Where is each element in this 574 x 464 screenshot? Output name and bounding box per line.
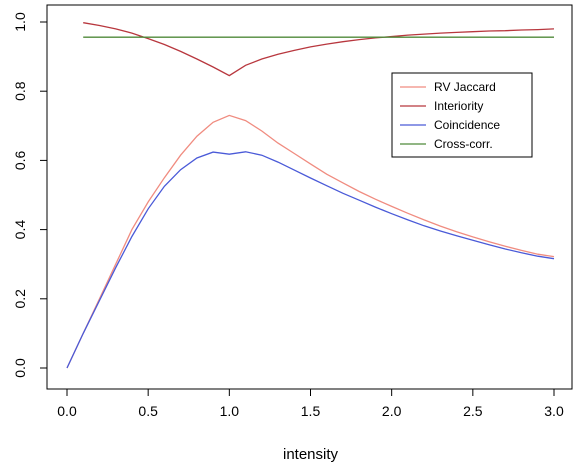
y-tick-label: 0.4 [12,220,28,240]
series-layer [66,22,555,369]
x-tick-label: 1.0 [220,403,240,419]
x-tick-label: 1.5 [301,403,321,419]
x-tick-label: 2.5 [463,403,483,419]
series-line-3 [66,151,555,369]
x-axis-title: intensity [283,446,339,463]
legend-label: Coincidence [434,118,500,132]
y-tick-label: 0.8 [12,81,28,101]
y-axis: 0.0 0.2 0.4 0.6 0.8 1.0 [12,12,48,378]
x-tick-label: 0.0 [57,403,77,419]
x-axis: 0.0 0.5 1.0 1.5 2.0 2.5 3.0 [57,388,564,419]
series-line-2 [83,22,555,77]
legend-label: Cross-corr. [434,137,493,151]
legend-box [391,72,533,158]
series-line-1 [66,114,555,369]
legend-label: RV Jaccard [434,80,496,94]
legend: RV Jaccard Interiority Coincidence Cross-co… [391,72,533,158]
y-tick-label: 1.0 [12,12,28,32]
legend-label: Interiority [434,99,483,113]
x-tick-label: 0.5 [138,403,158,419]
y-tick-label: 0.2 [12,289,28,309]
x-tick-label: 2.0 [382,403,402,419]
x-tick-label: 3.0 [544,403,564,419]
y-tick-label: 0.0 [12,358,28,378]
y-tick-label: 0.6 [12,150,28,170]
plot-frame [46,4,573,390]
